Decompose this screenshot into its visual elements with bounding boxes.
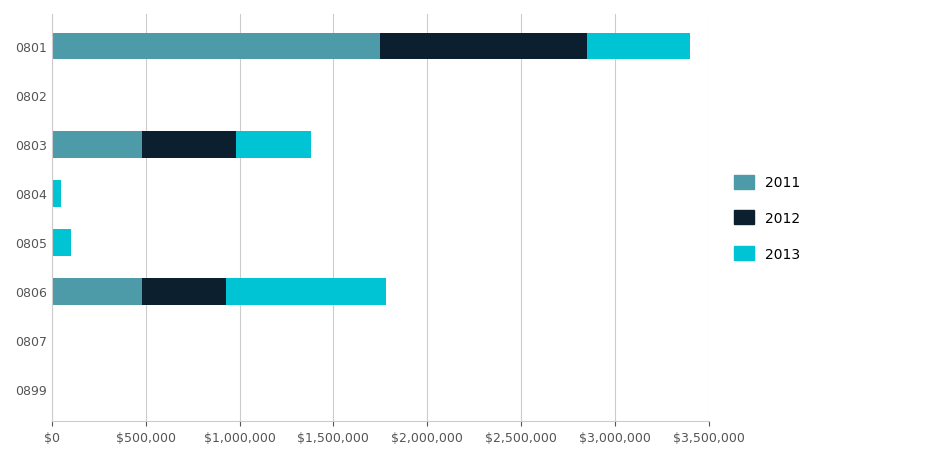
Bar bbox=[52, 180, 61, 207]
Bar bbox=[142, 278, 227, 305]
Bar bbox=[586, 34, 689, 60]
Bar bbox=[235, 131, 311, 158]
Bar bbox=[142, 131, 235, 158]
Legend: 2011, 2012, 2013: 2011, 2012, 2013 bbox=[728, 170, 805, 267]
Bar bbox=[379, 34, 586, 60]
Bar bbox=[227, 278, 385, 305]
Bar bbox=[52, 278, 142, 305]
Bar bbox=[52, 229, 71, 256]
Bar bbox=[52, 131, 142, 158]
Bar bbox=[52, 34, 379, 60]
Bar bbox=[52, 327, 53, 354]
